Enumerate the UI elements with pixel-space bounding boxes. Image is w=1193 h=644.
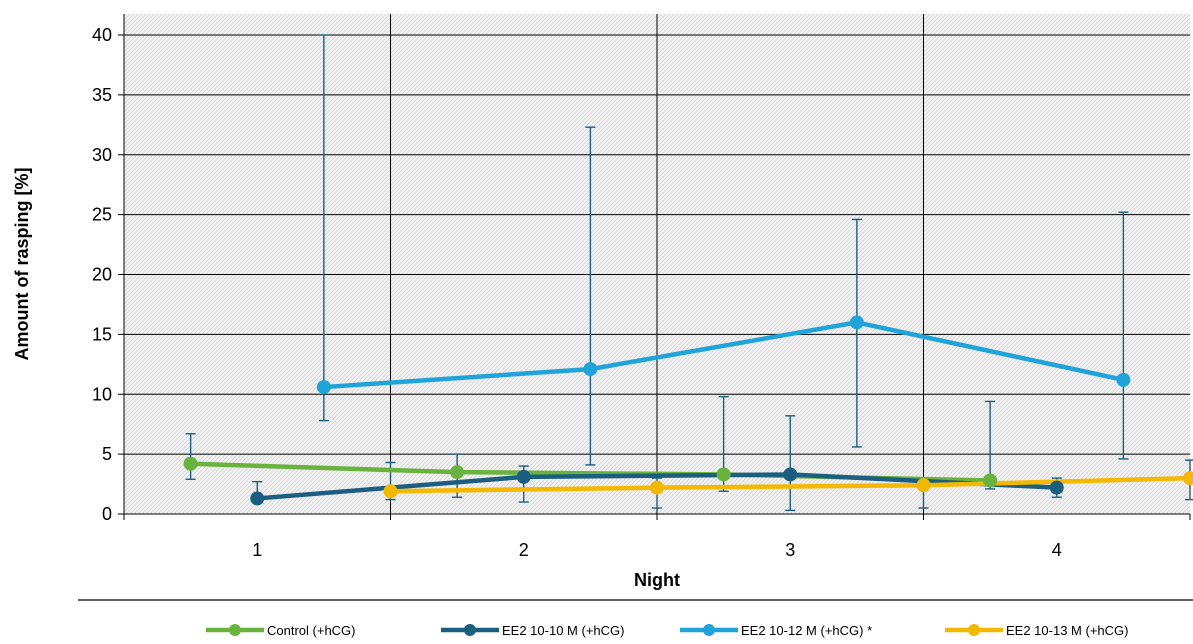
error-bar: [851, 218, 862, 448]
error-bar: [185, 433, 196, 480]
y-tick-label: 15: [92, 324, 112, 344]
data-point: [783, 467, 798, 482]
y-tick-label: 35: [92, 85, 112, 105]
x-tick-label: 1: [252, 540, 262, 560]
legend-label: EE2 10-10 M (+hCG): [502, 623, 624, 638]
data-point: [916, 478, 931, 493]
data-point: [983, 473, 998, 488]
legend-label: EE2 10-12 M (+hCG) *: [741, 623, 872, 638]
y-tick-label: 20: [92, 265, 112, 285]
data-point: [583, 362, 598, 377]
legend: Control (+hCG) EE2 10-10 M (+hCG) EE2 10-1…: [206, 623, 1128, 638]
data-point: [183, 456, 198, 471]
data-point: [250, 491, 265, 506]
data-point: [383, 484, 398, 499]
y-tick-label: 40: [92, 25, 112, 45]
legend-label: EE2 10-13 M (+hCG): [1006, 623, 1128, 638]
error-bar: [585, 126, 596, 466]
data-point: [516, 469, 531, 484]
y-tick-label: 0: [102, 504, 112, 524]
y-tick-labels: 0 5 10 15 20 25 30 35 40: [92, 25, 112, 524]
legend-swatch-marker: [968, 624, 980, 636]
error-bar: [785, 415, 796, 512]
data-point: [316, 380, 331, 395]
x-axis-title: Night: [634, 570, 680, 590]
x-tick-label: 2: [519, 540, 529, 560]
gridlines: [124, 14, 1190, 514]
y-tick-label: 25: [92, 205, 112, 225]
series-line-3: [323, 320, 1124, 390]
x-tick-labels: 1 2 3 4: [252, 540, 1062, 560]
legend-item: EE2 10-10 M (+hCG): [441, 623, 624, 638]
data-point: [1049, 480, 1064, 495]
data-point: [849, 315, 864, 330]
data-point: [650, 480, 664, 495]
data-point: [450, 465, 465, 480]
legend-swatch-marker: [703, 624, 715, 636]
y-tick-label: 30: [92, 145, 112, 165]
y-tick-label: 10: [92, 384, 112, 404]
legend-item: EE2 10-12 M (+hCG) *: [680, 623, 872, 638]
legend-label: Control (+hCG): [267, 623, 356, 638]
x-tick-label: 4: [1052, 540, 1062, 560]
legend-swatch-marker: [464, 624, 476, 636]
y-axis-title: Amount of rasping [%]: [12, 168, 32, 361]
data-point: [1116, 372, 1131, 387]
axes: [118, 14, 1191, 520]
legend-item: Control (+hCG): [206, 623, 356, 638]
series-points: [183, 315, 1193, 506]
data-point: [716, 467, 731, 482]
error-bar: [1118, 211, 1129, 460]
x-tick-label: 3: [785, 540, 795, 560]
data-point: [1183, 471, 1193, 486]
legend-swatch-marker: [229, 624, 241, 636]
error-bar: [318, 34, 329, 422]
y-tick-label: 5: [102, 444, 112, 464]
legend-item: EE2 10-13 M (+hCG): [945, 623, 1128, 638]
